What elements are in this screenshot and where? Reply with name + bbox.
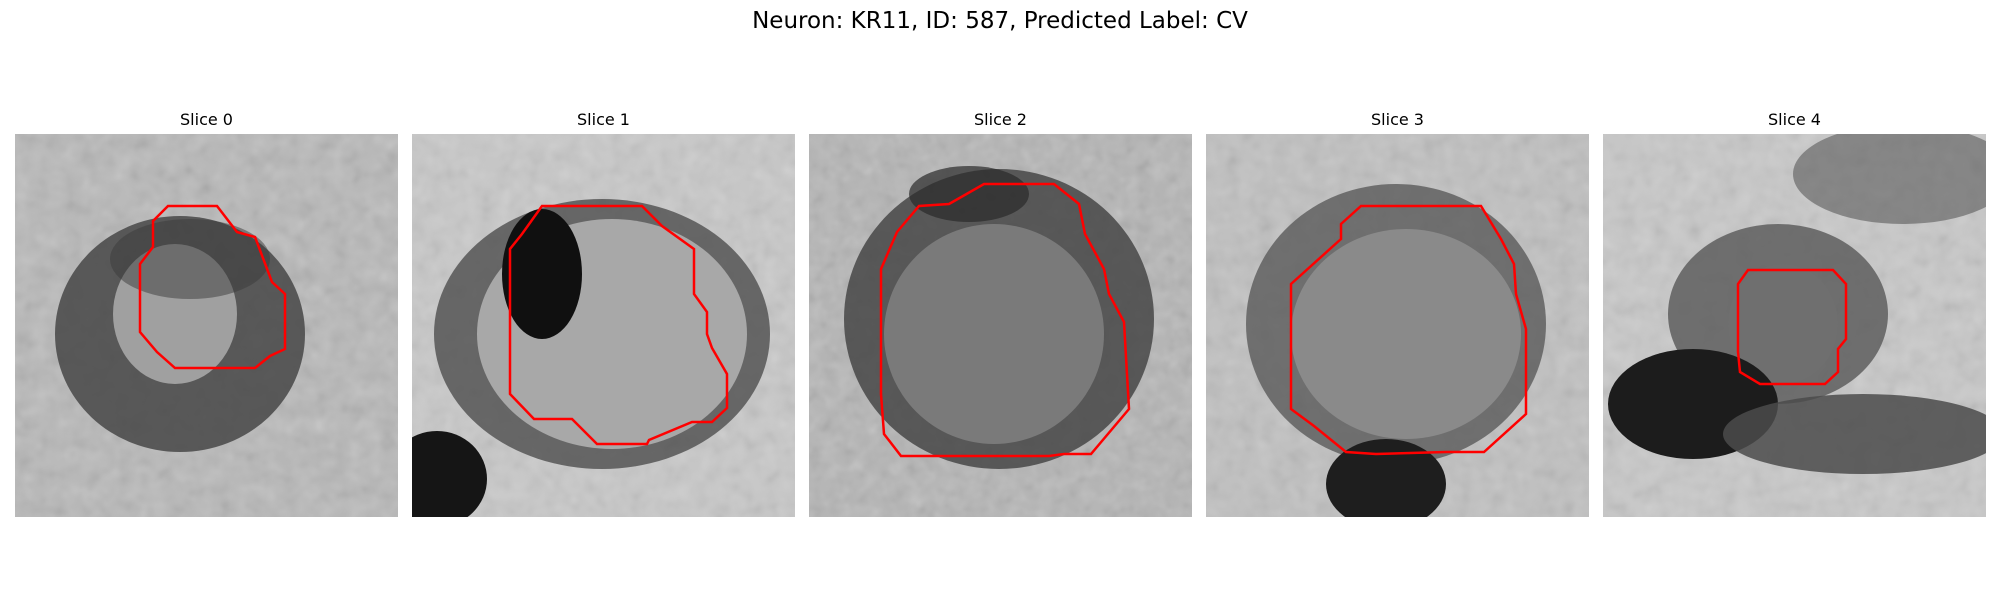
cell-contour-1: [508, 204, 729, 446]
slice-image-4: [1603, 134, 1986, 517]
cell-contour-3: [1289, 204, 1528, 456]
slice-panel-4: Slice 4: [1603, 110, 1986, 517]
slice-title-4: Slice 4: [1768, 110, 1821, 129]
slice-image-2-graphic: [809, 134, 1192, 517]
figure-title: Neuron: KR11, ID: 587, Predicted Label: …: [752, 8, 1248, 34]
slice-image-3: [1206, 134, 1589, 517]
slice-image-0: [15, 134, 398, 517]
slice-image-4-graphic: [1603, 134, 1986, 517]
cell-contour-4: [1736, 268, 1848, 386]
cell-contour-0: [138, 204, 287, 370]
slice-image-2: [809, 134, 1192, 517]
slice-image-1: [412, 134, 795, 517]
slice-title-0: Slice 0: [180, 110, 233, 129]
slice-panel-0: Slice 0: [15, 110, 398, 517]
slice-title-2: Slice 2: [974, 110, 1027, 129]
slice-image-0-graphic: [15, 134, 398, 517]
cell-contour-2: [879, 182, 1131, 458]
slice-panel-1: Slice 1: [412, 110, 795, 517]
slice-image-3-graphic: [1206, 134, 1589, 517]
slice-title-1: Slice 1: [577, 110, 630, 129]
slice-image-1-graphic: [412, 134, 795, 517]
slice-panel-2: Slice 2: [809, 110, 1192, 517]
slice-title-3: Slice 3: [1371, 110, 1424, 129]
slice-panel-3: Slice 3: [1206, 110, 1589, 517]
